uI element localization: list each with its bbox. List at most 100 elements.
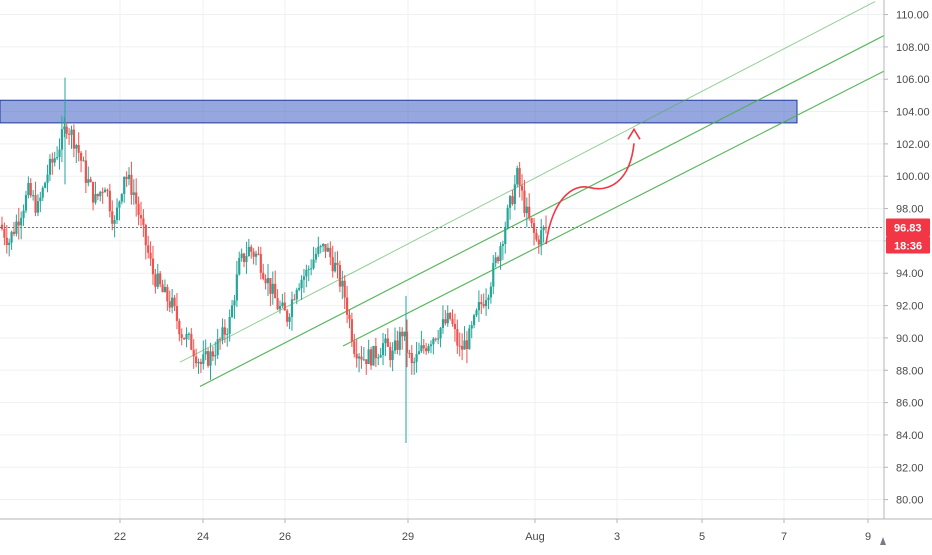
countdown-label: 18:36 xyxy=(894,240,922,252)
candle-down xyxy=(537,239,540,245)
candle-down xyxy=(451,318,454,324)
candle-down xyxy=(535,232,538,240)
chart-grid xyxy=(0,0,884,519)
candle-up xyxy=(446,312,449,324)
candle-up xyxy=(300,279,303,289)
candle-up xyxy=(132,192,135,195)
resistance-zone-layer xyxy=(0,99,798,124)
candle-up xyxy=(357,356,361,359)
resistance-zone xyxy=(0,99,798,124)
candle-down xyxy=(12,231,16,234)
candle-down xyxy=(434,338,437,340)
candle-down xyxy=(480,302,483,305)
candle-down xyxy=(79,152,83,161)
candle-up xyxy=(508,196,512,208)
projection-arrow-path xyxy=(545,143,635,245)
candle-down xyxy=(405,331,409,353)
candle-down xyxy=(329,247,332,258)
candle-down xyxy=(195,356,198,364)
candle-down xyxy=(286,310,289,322)
candle-down xyxy=(168,301,171,308)
candle-up xyxy=(413,361,416,364)
candle-down xyxy=(511,196,514,205)
candle-up xyxy=(53,158,56,163)
candle-down xyxy=(211,351,214,357)
price-tick-label: 82.00 xyxy=(896,462,924,474)
candle-up xyxy=(540,230,543,245)
candle-down xyxy=(180,334,183,338)
candle-down xyxy=(331,257,334,272)
candle-up xyxy=(513,184,516,205)
candle-up xyxy=(492,263,495,287)
candle-down xyxy=(257,253,260,255)
candle-down xyxy=(218,339,222,341)
candle-up xyxy=(216,339,219,356)
candle-up xyxy=(226,333,229,335)
candle-up xyxy=(432,338,435,345)
price-axis-bg xyxy=(884,0,932,550)
candle-down xyxy=(444,319,447,324)
candle-down xyxy=(3,228,6,238)
candle-up xyxy=(94,194,97,203)
candle-down xyxy=(422,345,425,349)
price-tick-label: 90.00 xyxy=(896,333,924,345)
candle-down xyxy=(139,215,143,219)
candle-down xyxy=(348,314,351,320)
candle-up xyxy=(48,158,52,175)
candle-down xyxy=(262,272,265,279)
candle-down xyxy=(72,129,75,149)
candle-up xyxy=(317,246,320,254)
candle-down xyxy=(106,189,109,191)
candle-down xyxy=(130,174,133,195)
candle-down xyxy=(159,273,162,285)
price-tick-label: 110.00 xyxy=(896,10,929,22)
candle-up xyxy=(39,197,42,202)
candle-up xyxy=(63,126,66,130)
candle-down xyxy=(65,126,68,134)
candle-up xyxy=(319,246,322,248)
channel-line xyxy=(199,35,885,387)
candle-up xyxy=(499,246,502,262)
candle-up xyxy=(484,300,488,307)
candle-up xyxy=(202,354,205,364)
candle-down xyxy=(345,297,349,315)
candle-up xyxy=(393,340,397,351)
candle-up xyxy=(487,297,490,301)
candle-down xyxy=(518,168,521,186)
candle-down xyxy=(166,286,169,302)
candle-up xyxy=(41,187,44,198)
price-tick-label: 88.00 xyxy=(896,365,924,377)
candle-up xyxy=(367,349,370,365)
candle-up xyxy=(326,247,330,252)
candle-up xyxy=(233,300,236,306)
candle-down xyxy=(523,190,526,214)
candle-up xyxy=(120,194,123,202)
candle-up xyxy=(44,182,47,188)
candle-up xyxy=(288,317,291,322)
candle-up xyxy=(60,129,64,150)
candle-down xyxy=(199,361,203,364)
candle-up xyxy=(58,149,61,158)
candle-up xyxy=(403,331,406,337)
candle-up xyxy=(221,327,224,340)
candle-down xyxy=(0,224,4,229)
candle-up xyxy=(118,201,121,208)
candle-up xyxy=(463,340,466,350)
candle-up xyxy=(185,334,188,340)
candle-down xyxy=(77,145,80,153)
candle-up xyxy=(312,259,315,269)
candle-down xyxy=(68,133,71,135)
candle-down xyxy=(135,192,138,204)
candle-down xyxy=(520,185,524,191)
candle-down xyxy=(532,223,536,233)
candle-up xyxy=(197,361,200,364)
candle-up xyxy=(295,289,298,300)
candle-up xyxy=(32,195,35,197)
candle-up xyxy=(99,191,102,197)
candle-up xyxy=(24,195,28,211)
candle-down xyxy=(389,346,392,361)
candle-up xyxy=(341,280,344,287)
candle-down xyxy=(17,221,20,226)
